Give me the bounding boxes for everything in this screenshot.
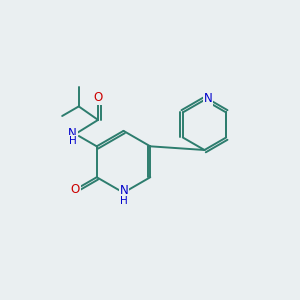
Text: N: N (68, 127, 77, 140)
Text: N: N (120, 184, 128, 197)
Text: O: O (70, 183, 80, 196)
Text: H: H (120, 196, 128, 206)
Text: O: O (93, 91, 103, 104)
Text: N: N (204, 92, 212, 105)
Text: H: H (68, 136, 76, 146)
